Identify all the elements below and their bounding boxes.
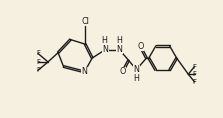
Text: F: F [36,50,40,56]
Text: N: N [116,45,122,54]
Text: F: F [192,79,196,85]
Text: Cl: Cl [81,17,89,26]
Text: H: H [133,74,139,83]
Text: N: N [102,45,108,54]
Text: N: N [133,65,139,74]
Text: H: H [101,36,107,45]
Text: O: O [119,67,126,76]
Text: F: F [36,67,40,73]
Text: F: F [192,71,196,77]
Text: O: O [137,42,143,51]
Text: H: H [116,36,122,45]
Text: N: N [82,67,87,76]
Text: F: F [36,59,40,65]
Text: F: F [192,63,196,70]
